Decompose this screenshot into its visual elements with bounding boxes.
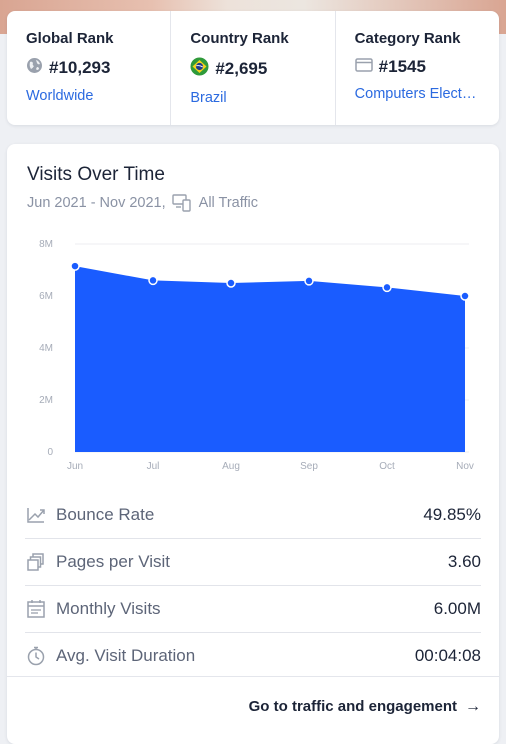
category-rank-cell: Category Rank #1545 Computers Elect…	[336, 11, 499, 125]
y-tick-label: 2M	[39, 395, 53, 406]
visits-card: Visits Over Time Jun 2021 - Nov 2021, Al…	[7, 144, 499, 744]
y-tick-label: 4M	[39, 343, 53, 354]
data-point-nov[interactable]	[460, 291, 470, 301]
y-tick-label: 6M	[39, 291, 53, 302]
traffic-filter[interactable]: All Traffic	[198, 195, 259, 211]
metric-value: 6.00M	[433, 599, 481, 618]
rank-link-worldwide[interactable]: Worldwide	[26, 88, 94, 104]
metric-row-bounce-rate: Bounce Rate 49.85%	[25, 492, 481, 539]
x-tick-label: Jun	[67, 461, 83, 472]
metric-label: Avg. Visit Duration	[56, 646, 196, 665]
brazil-flag-icon	[190, 57, 209, 81]
visits-chart: Jun Jul Aug Sep Oct Nov 0 2M 4M 6M 8M	[39, 239, 474, 472]
data-point-jul[interactable]	[148, 275, 158, 286]
x-tick-label: Aug	[222, 461, 240, 472]
country-rank-cell: Country Rank #2,695 Brazil	[171, 11, 336, 125]
globe-icon	[26, 57, 43, 79]
metric-row-avg-visit-duration: Avg. Visit Duration 00:04:08	[25, 633, 481, 679]
metric-value: 49.85%	[423, 505, 481, 524]
visits-area	[75, 266, 465, 452]
rank-link-brazil[interactable]: Brazil	[190, 90, 227, 106]
data-point-aug[interactable]	[226, 278, 236, 288]
devices-icon	[171, 194, 192, 212]
metric-label: Bounce Rate	[56, 505, 155, 524]
metric-value: 3.60	[447, 552, 481, 571]
rank-title: Country Rank	[190, 30, 289, 47]
x-tick-label: Sep	[300, 461, 318, 472]
stopwatch-icon	[25, 645, 47, 667]
x-tick-label: Jul	[147, 461, 160, 472]
rank-value: #1545	[378, 57, 426, 76]
rank-link-category[interactable]: Computers Elect…	[354, 86, 477, 102]
y-tick-label: 0	[47, 447, 53, 458]
category-icon	[354, 57, 373, 77]
rank-title: Category Rank	[354, 30, 461, 47]
x-tick-label: Oct	[379, 461, 395, 472]
arrow-right-icon: →	[465, 697, 481, 715]
global-rank-cell: Global Rank #10,293 Worldwide	[7, 11, 172, 125]
data-point-sep[interactable]	[304, 276, 314, 286]
metric-label: Monthly Visits	[56, 599, 161, 618]
pages-icon	[25, 551, 47, 573]
bounce-rate-icon	[25, 504, 47, 526]
visits-title: Visits Over Time	[27, 164, 165, 185]
data-point-jun[interactable]	[70, 261, 80, 271]
date-range: Jun 2021 - Nov 2021,	[27, 195, 166, 211]
rank-value: #10,293	[49, 58, 111, 77]
y-tick-label: 8M	[39, 239, 53, 250]
calendar-icon	[25, 598, 47, 620]
metric-label: Pages per Visit	[56, 552, 171, 571]
visits-subtitle: Jun 2021 - Nov 2021, All Traffic	[27, 194, 258, 212]
engagement-metrics: Bounce Rate 49.85% Pages per Visit 3.60	[25, 492, 481, 679]
traffic-engagement-link[interactable]: Go to traffic and engagement →	[7, 676, 499, 736]
rank-title: Global Rank	[26, 30, 114, 47]
data-point-oct[interactable]	[382, 282, 392, 293]
metric-row-monthly-visits: Monthly Visits 6.00M	[25, 586, 481, 633]
metric-row-pages-per-visit: Pages per Visit 3.60	[25, 539, 481, 586]
rank-card: Global Rank #10,293 Worldwide Country Ra…	[7, 11, 499, 125]
traffic-engagement-label: Go to traffic and engagement	[248, 698, 457, 715]
rank-value: #2,695	[215, 59, 268, 78]
metric-value: 00:04:08	[414, 646, 481, 665]
x-tick-label: Nov	[456, 461, 474, 472]
